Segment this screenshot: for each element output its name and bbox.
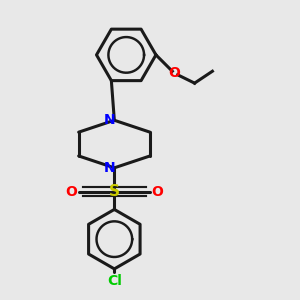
Text: O: O xyxy=(65,184,77,199)
Text: N: N xyxy=(104,161,116,175)
Text: O: O xyxy=(152,184,164,199)
Text: O: O xyxy=(168,66,180,80)
Text: Cl: Cl xyxy=(107,274,122,288)
Text: S: S xyxy=(109,184,120,199)
Text: N: N xyxy=(104,113,116,127)
